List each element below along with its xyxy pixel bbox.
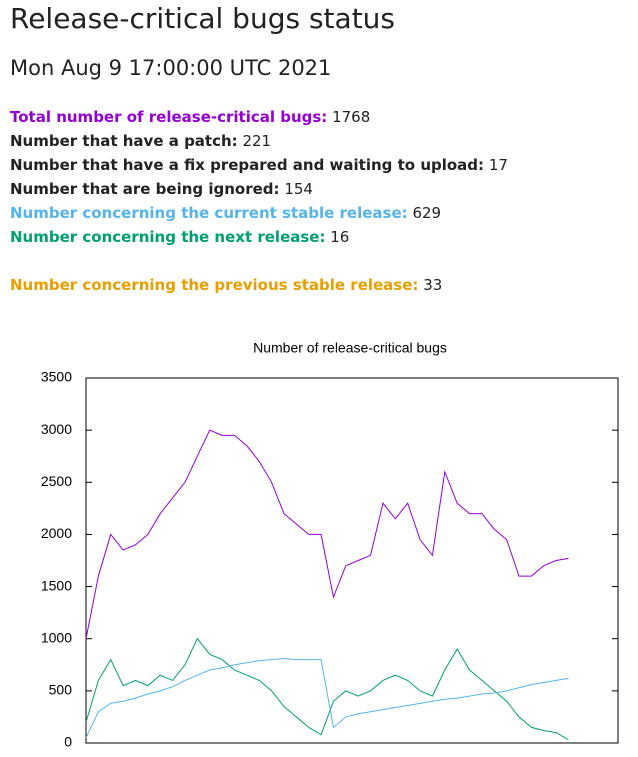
stat-value: 629 [412, 204, 442, 222]
stat-value: 33 [423, 276, 443, 294]
stat-value: 1768 [332, 108, 371, 126]
y-tick-label: 1500 [41, 577, 72, 593]
stat-label: Number concerning the current stable rel… [10, 204, 408, 222]
stat-value: 221 [242, 132, 272, 150]
stat-value: 16 [330, 228, 350, 246]
stat-line: Number concerning the next release: 16 [10, 227, 508, 251]
stat-line: Number concerning the previous stable re… [10, 275, 508, 299]
series-line [85, 429, 569, 639]
y-tick-label: 0 [64, 734, 72, 750]
plot-frame [85, 377, 619, 744]
stats-list: Total number of release-critical bugs: 1… [10, 107, 508, 299]
stat-label: Number concerning the previous stable re… [10, 276, 419, 294]
stat-label: Number that have a patch: [10, 132, 238, 150]
stat-label: Number concerning the next release: [10, 228, 326, 246]
page-title: Release-critical bugs status [10, 2, 395, 35]
stat-label: Total number of release-critical bugs: [10, 108, 328, 126]
stat-label: Number that are being ignored: [10, 180, 280, 198]
y-tick-label: 1000 [41, 629, 72, 645]
stat-line: Number that have a patch: 221 [10, 131, 508, 155]
stat-line: Number that are being ignored: 154 [10, 179, 508, 203]
stat-line: Number that have a fix prepared and wait… [10, 155, 508, 179]
y-tick-label: 3000 [41, 421, 72, 437]
y-tick-label: 2500 [41, 473, 72, 489]
y-tick-label: 2000 [41, 525, 72, 541]
stat-value: 154 [284, 180, 313, 198]
stat-label: Number that have a fix prepared and wait… [10, 156, 485, 174]
chart: Number of release-critical bugs 0 500 1000… [41, 340, 619, 750]
series-line [85, 658, 569, 739]
date: Mon Aug 9 17:00:00 UTC 2021 [10, 56, 332, 80]
series-line [85, 637, 569, 741]
chart-title: Number of release-critical bugs [253, 340, 447, 356]
stat-value: 17 [488, 156, 508, 174]
y-tick-label: 3500 [41, 369, 72, 385]
stat-line: Total number of release-critical bugs: 1… [10, 107, 508, 131]
stat-line: Number concerning the current stable rel… [10, 203, 508, 227]
y-tick-label: 500 [49, 682, 73, 698]
